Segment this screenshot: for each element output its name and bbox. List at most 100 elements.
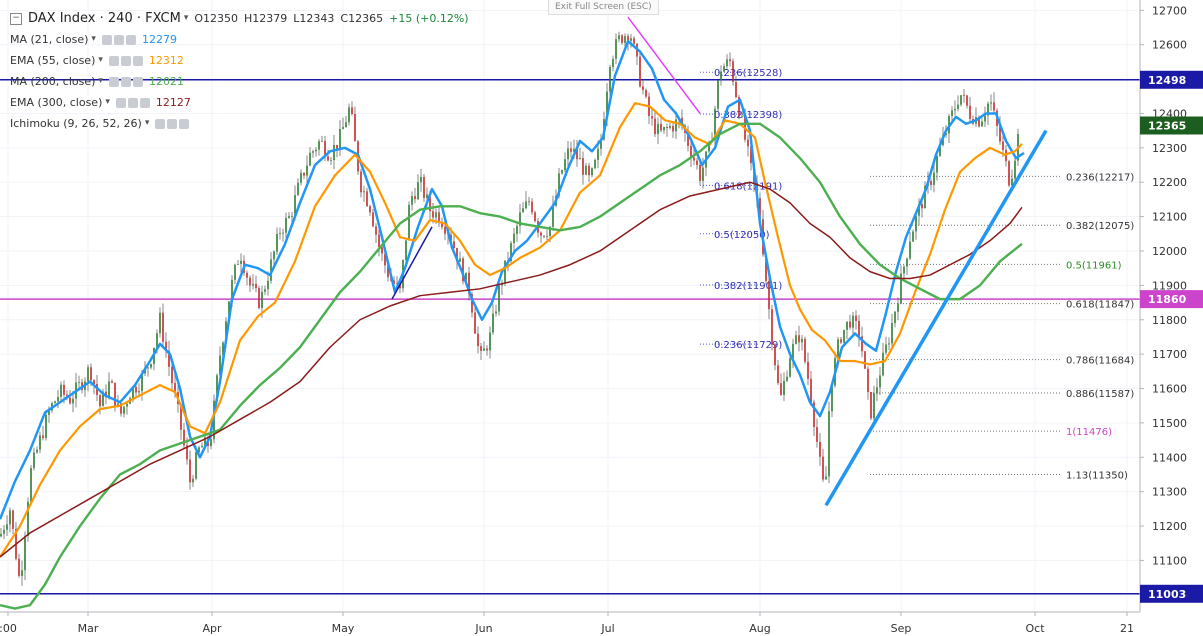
candle-body bbox=[696, 160, 698, 165]
candle-body bbox=[594, 159, 596, 169]
price-tick-label: 11100 bbox=[1152, 554, 1187, 567]
candle-body bbox=[405, 240, 407, 260]
time-tick-label: Jul bbox=[600, 622, 614, 635]
candle-body bbox=[579, 158, 581, 160]
candle-body bbox=[441, 222, 443, 228]
candle-body bbox=[339, 129, 341, 149]
close-icon[interactable] bbox=[179, 118, 190, 129]
candle-body bbox=[240, 260, 242, 264]
price-tick-label: 12100 bbox=[1152, 211, 1187, 224]
candle-body bbox=[693, 157, 695, 161]
eye-icon[interactable] bbox=[108, 55, 119, 66]
price-tick-label: 11200 bbox=[1152, 520, 1187, 533]
eye-icon[interactable] bbox=[101, 34, 112, 45]
candle-body bbox=[114, 382, 116, 407]
candle-body bbox=[966, 95, 968, 106]
candle-body bbox=[513, 233, 515, 244]
candle-body bbox=[222, 342, 224, 356]
candle-body bbox=[792, 343, 794, 359]
candle-body bbox=[522, 208, 524, 213]
chevron-down-icon[interactable]: ▾ bbox=[91, 34, 96, 44]
indicator-name[interactable]: MA (200, close) bbox=[10, 75, 96, 88]
candle-body bbox=[891, 323, 893, 344]
candle-body bbox=[456, 247, 458, 262]
settings-icon[interactable] bbox=[113, 34, 124, 45]
candle-body bbox=[180, 404, 182, 430]
price-tick-label: 12300 bbox=[1152, 142, 1187, 155]
candle-body bbox=[333, 144, 335, 161]
close-icon[interactable] bbox=[132, 76, 143, 87]
time-tick-label: Jun bbox=[474, 622, 492, 635]
fib-level-label: 0.382(12398) bbox=[714, 110, 782, 121]
candle-body bbox=[141, 373, 143, 392]
candle-body bbox=[474, 312, 476, 334]
candle-body bbox=[1014, 160, 1016, 179]
candle-body bbox=[549, 226, 551, 236]
candle-body bbox=[858, 320, 860, 337]
indicator-row[interactable]: MA (21, close) ▾ 12279 bbox=[10, 29, 469, 50]
indicator-row[interactable]: EMA (55, close) ▾ 12312 bbox=[10, 50, 469, 71]
candle-body bbox=[69, 397, 71, 404]
indicator-row[interactable]: Ichimoku (9, 26, 52, 26) ▾ bbox=[10, 113, 469, 134]
candle-body bbox=[342, 127, 344, 130]
candle-body bbox=[627, 36, 629, 41]
indicator-name[interactable]: MA (21, close) bbox=[10, 33, 89, 46]
candle-body bbox=[915, 215, 917, 232]
candle-body bbox=[906, 258, 908, 267]
chevron-down-icon[interactable]: ▾ bbox=[98, 76, 103, 86]
candle-body bbox=[588, 165, 590, 176]
settings-icon[interactable] bbox=[120, 76, 131, 87]
chevron-down-icon[interactable]: ▾ bbox=[183, 13, 189, 23]
indicator-name[interactable]: EMA (300, close) bbox=[10, 96, 103, 109]
candle-body bbox=[261, 291, 263, 308]
settings-icon[interactable] bbox=[127, 97, 138, 108]
price-level-badge bbox=[1140, 70, 1203, 89]
fib-level-label: 0.5(12050) bbox=[714, 230, 770, 241]
candle-body bbox=[471, 294, 473, 313]
close-icon[interactable] bbox=[139, 97, 150, 108]
candle-body bbox=[732, 61, 734, 82]
candle-body bbox=[543, 235, 545, 237]
close-icon[interactable] bbox=[132, 55, 143, 66]
symbol-title[interactable]: DAX Index · 240 · FXCM bbox=[28, 11, 181, 26]
chevron-down-icon[interactable]: ▾ bbox=[98, 55, 103, 65]
candle-body bbox=[660, 123, 662, 131]
candle-body bbox=[591, 168, 593, 176]
fib-level-label: 0.236(11729) bbox=[714, 340, 782, 351]
fib-level-label: 1.13(11350) bbox=[1066, 470, 1128, 481]
settings-icon[interactable] bbox=[120, 55, 131, 66]
close-icon[interactable] bbox=[125, 34, 136, 45]
price-level-label: 11860 bbox=[1148, 293, 1187, 306]
collapse-legend-icon[interactable]: − bbox=[10, 12, 22, 25]
indicator-name[interactable]: Ichimoku (9, 26, 52, 26) bbox=[10, 117, 142, 130]
indicator-row[interactable]: MA (200, close) ▾ 12021 bbox=[10, 71, 469, 92]
candle-body bbox=[729, 59, 731, 62]
settings-icon[interactable] bbox=[167, 118, 178, 129]
candle-body bbox=[600, 139, 602, 149]
exit-fullscreen-button[interactable]: Exit Full Screen (ESC) bbox=[548, 0, 659, 15]
chevron-down-icon[interactable]: ▾ bbox=[105, 97, 110, 107]
candle-body bbox=[921, 204, 923, 209]
candle-body bbox=[933, 172, 935, 185]
eye-icon[interactable] bbox=[108, 76, 119, 87]
eye-icon[interactable] bbox=[115, 97, 126, 108]
candle-body bbox=[657, 123, 659, 135]
candle-body bbox=[870, 392, 872, 419]
candle-body bbox=[984, 115, 986, 122]
candle-body bbox=[444, 227, 446, 234]
candle-body bbox=[810, 378, 812, 403]
high-value: H12379 bbox=[244, 12, 288, 25]
indicator-name[interactable]: EMA (55, close) bbox=[10, 54, 96, 67]
candle-body bbox=[714, 108, 716, 141]
horizontal-levels bbox=[0, 79, 1140, 595]
candle-body bbox=[309, 152, 311, 166]
candle-body bbox=[216, 375, 218, 401]
eye-icon[interactable] bbox=[155, 118, 166, 129]
chevron-down-icon[interactable]: ▾ bbox=[144, 118, 150, 128]
candle-body bbox=[969, 105, 971, 119]
candle-body bbox=[126, 403, 128, 407]
price-level-label: 11003 bbox=[1148, 588, 1186, 601]
indicator-row[interactable]: EMA (300, close) ▾ 12127 bbox=[10, 92, 469, 113]
candle-body bbox=[669, 126, 671, 128]
